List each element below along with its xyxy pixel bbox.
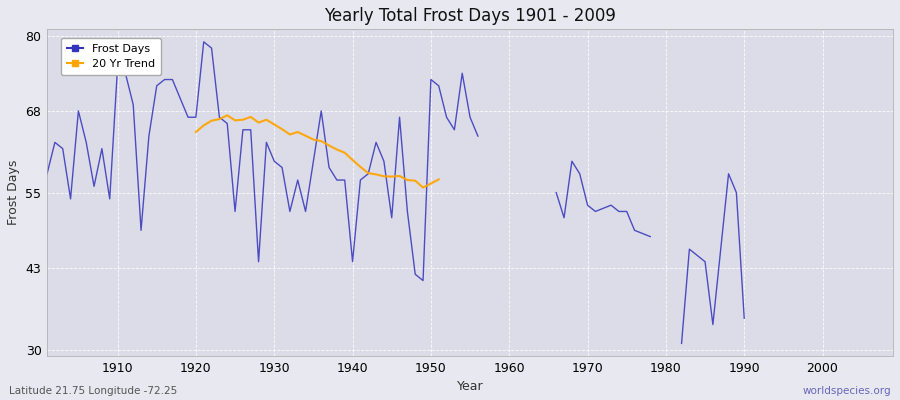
Legend: Frost Days, 20 Yr Trend: Frost Days, 20 Yr Trend (61, 38, 161, 75)
Text: Latitude 21.75 Longitude -72.25: Latitude 21.75 Longitude -72.25 (9, 386, 177, 396)
Text: worldspecies.org: worldspecies.org (803, 386, 891, 396)
Y-axis label: Frost Days: Frost Days (7, 160, 20, 225)
Title: Yearly Total Frost Days 1901 - 2009: Yearly Total Frost Days 1901 - 2009 (324, 7, 616, 25)
X-axis label: Year: Year (456, 380, 483, 393)
